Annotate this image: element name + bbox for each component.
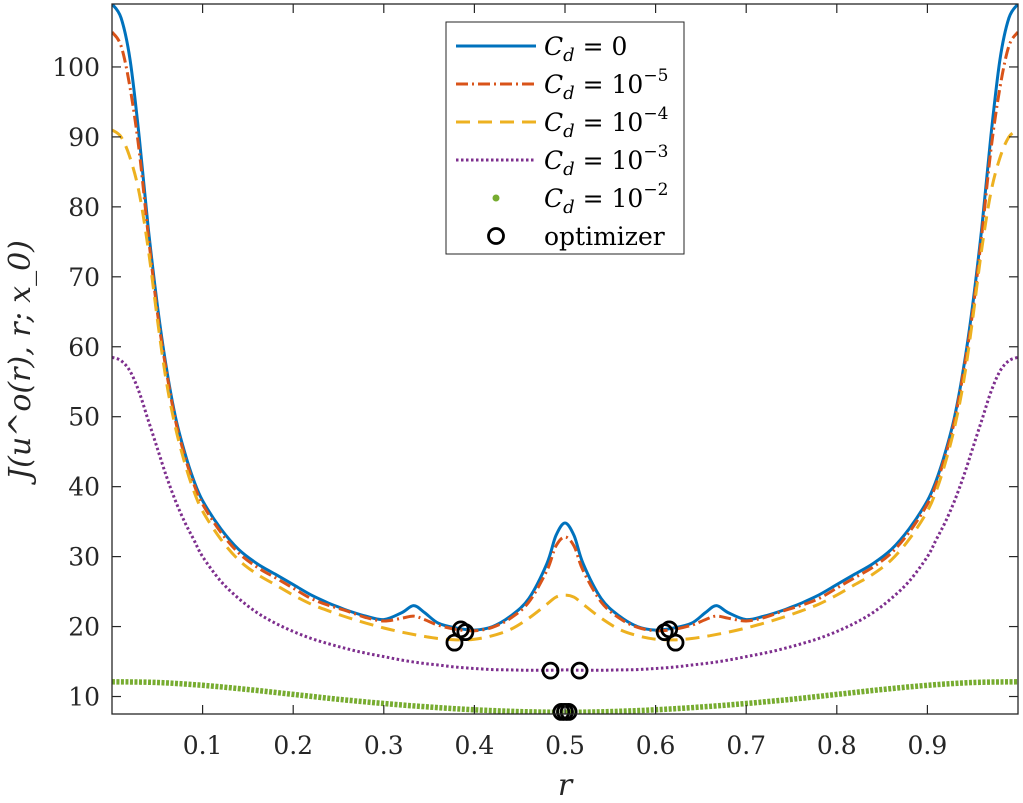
y-tick-label: 100 <box>52 53 100 82</box>
legend-label: Cd = 10−4 <box>544 104 668 142</box>
x-tick-label: 0.6 <box>636 731 676 760</box>
x-tick-label: 0.4 <box>455 731 495 760</box>
y-tick-label: 50 <box>68 403 100 432</box>
legend-entry-4: Cd = 10−2 <box>492 180 668 218</box>
optimizer-marker <box>456 623 475 642</box>
y-axis-ticks: 10 20 30 40 50 60 70 80 90 100 <box>52 53 1018 712</box>
x-tick-label: 0.8 <box>817 731 857 760</box>
legend-label: Cd = 10−5 <box>544 66 668 104</box>
optimizer-marker <box>666 633 685 652</box>
x-axis-ticks: 0.1 0.2 0.3 0.4 0.5 0.6 0.7 0.8 0.9 <box>183 4 948 760</box>
y-tick-label: 70 <box>68 263 100 292</box>
x-tick-label: 0.5 <box>545 731 585 760</box>
series-line-2 <box>112 128 1018 642</box>
legend-entry-3: Cd = 10−3 <box>456 142 668 180</box>
legend-box <box>445 21 685 255</box>
legend-label: Cd = 0 <box>544 32 627 66</box>
legend-swatch <box>492 194 500 202</box>
legend-swatch <box>487 227 505 245</box>
x-tick-label: 0.3 <box>364 731 404 760</box>
legend: Cd = 0Cd = 10−5Cd = 10−4Cd = 10−3Cd = 10… <box>445 21 685 255</box>
x-tick-label: 0.9 <box>908 731 948 760</box>
optimizer-marker <box>559 703 578 721</box>
optimizer-marker <box>570 661 589 680</box>
x-tick-label: 0.7 <box>726 731 766 760</box>
optimizer-marker <box>541 661 560 680</box>
legend-entry-5: optimizer <box>487 222 665 251</box>
x-tick-label: 0.1 <box>183 731 223 760</box>
legend-entry-2: Cd = 10−4 <box>456 104 668 142</box>
series-line-3 <box>112 355 1018 672</box>
plot-lines <box>112 4 1018 721</box>
series-line-4 <box>112 679 1018 714</box>
y-tick-label: 40 <box>68 473 100 502</box>
x-axis-label: r <box>558 768 574 803</box>
y-tick-label: 20 <box>68 613 100 642</box>
legend-label: Cd = 10−3 <box>544 142 668 180</box>
legend-label: Cd = 10−2 <box>544 180 668 218</box>
y-tick-label: 90 <box>68 123 100 152</box>
legend-entry-1: Cd = 10−5 <box>456 66 668 104</box>
legend-items: Cd = 0Cd = 10−5Cd = 10−4Cd = 10−3Cd = 10… <box>456 32 668 251</box>
series-line-0 <box>112 4 1018 632</box>
y-tick-label: 30 <box>68 543 100 572</box>
x-tick-label: 0.2 <box>273 731 313 760</box>
legend-entry-0: Cd = 0 <box>456 32 627 66</box>
y-tick-label: 60 <box>68 333 100 362</box>
y-tick-label: 80 <box>68 193 100 222</box>
legend-label: optimizer <box>544 222 665 251</box>
y-tick-label: 10 <box>68 683 100 712</box>
y-axis-label: J(u^o(r), r; x_0) <box>3 240 38 486</box>
